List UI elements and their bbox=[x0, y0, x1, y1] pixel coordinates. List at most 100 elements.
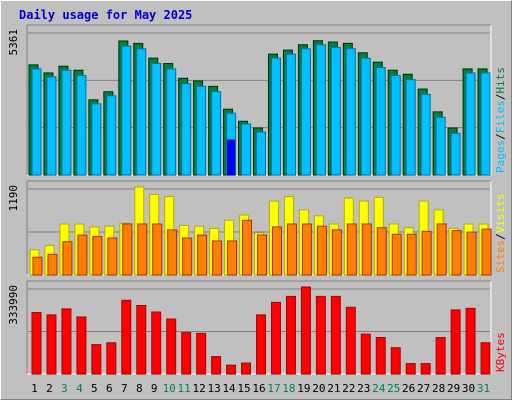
bar-sites-day-13 bbox=[212, 240, 223, 276]
x-axis-label-day-20: 20 bbox=[312, 382, 325, 395]
bar-files-day-18 bbox=[285, 53, 296, 176]
panel-pages-files-hits-max-label: 5361 bbox=[7, 29, 20, 56]
bar-files-day-29 bbox=[450, 132, 461, 176]
bar-files-day-19 bbox=[300, 48, 311, 176]
bar-kbytes-day-31 bbox=[480, 342, 491, 375]
bar-files-day-23 bbox=[360, 57, 371, 176]
bar-sites-day-30 bbox=[466, 231, 477, 276]
x-axis-label-day-17: 17 bbox=[267, 382, 280, 395]
bar-sites-day-23 bbox=[361, 223, 372, 276]
bar-sites-day-26 bbox=[406, 233, 417, 276]
x-axis-label-day-12: 12 bbox=[193, 382, 206, 395]
bar-sites-day-28 bbox=[436, 223, 447, 276]
bar-kbytes-day-25 bbox=[390, 347, 401, 375]
x-axis-label-day-3: 3 bbox=[61, 382, 68, 395]
bar-kbytes-day-28 bbox=[435, 337, 446, 375]
bar-files-day-27 bbox=[420, 93, 431, 176]
x-axis-label-day-4: 4 bbox=[76, 382, 83, 395]
bar-sites-day-22 bbox=[346, 223, 357, 276]
x-axis-label-day-24: 24 bbox=[372, 382, 386, 395]
bar-kbytes-day-1 bbox=[31, 312, 42, 375]
bar-kbytes-day-13 bbox=[211, 356, 222, 375]
bar-kbytes-day-19 bbox=[300, 286, 311, 375]
x-axis-label-day-10: 10 bbox=[163, 382, 176, 395]
bar-sites-day-9 bbox=[152, 223, 163, 276]
legend-kbytes: KBytes bbox=[494, 332, 507, 372]
bar-sites-day-3 bbox=[62, 241, 73, 276]
bar-kbytes-day-23 bbox=[360, 333, 371, 375]
bar-kbytes-day-3 bbox=[61, 308, 72, 375]
x-axis-label-day-21: 21 bbox=[327, 382, 340, 395]
bar-sites-day-29 bbox=[451, 230, 462, 276]
legend-separator: / bbox=[494, 133, 507, 140]
bar-kbytes-day-29 bbox=[450, 309, 461, 375]
x-axis-label-day-16: 16 bbox=[252, 382, 265, 395]
x-axis-label-day-27: 27 bbox=[417, 382, 430, 395]
bar-files-day-2 bbox=[46, 76, 57, 176]
x-axis-label-day-15: 15 bbox=[237, 382, 250, 395]
bar-kbytes-day-2 bbox=[46, 314, 57, 375]
bar-files-day-12 bbox=[196, 85, 207, 176]
x-axis-label-day-31: 31 bbox=[477, 382, 490, 395]
bar-kbytes-day-26 bbox=[405, 363, 416, 375]
bar-sites-day-20 bbox=[316, 225, 327, 276]
bar-kbytes-day-10 bbox=[166, 318, 177, 375]
bar-kbytes-day-12 bbox=[196, 332, 207, 375]
bar-sites-day-27 bbox=[421, 230, 432, 276]
bar-sites-day-16 bbox=[257, 234, 268, 276]
x-axis-label-day-1: 1 bbox=[31, 382, 38, 395]
x-axis-label-day-30: 30 bbox=[462, 382, 475, 395]
bar-files-day-10 bbox=[166, 68, 177, 176]
panel-kbytes-max-label: 333990 bbox=[7, 285, 20, 325]
bar-sites-day-2 bbox=[47, 253, 58, 276]
bar-sites-day-19 bbox=[301, 223, 312, 276]
bar-sites-day-8 bbox=[137, 223, 148, 276]
bar-sites-day-24 bbox=[376, 227, 387, 276]
panel-sites-visits-legend: Sites/Visits bbox=[494, 194, 507, 274]
bar-files-day-28 bbox=[435, 116, 446, 176]
bar-kbytes-day-9 bbox=[151, 311, 162, 375]
x-axis-label-day-23: 23 bbox=[357, 382, 370, 395]
bar-kbytes-day-4 bbox=[76, 316, 87, 375]
x-axis-label-day-11: 11 bbox=[178, 382, 191, 395]
bar-sites-day-18 bbox=[286, 223, 297, 276]
x-axis-label-day-28: 28 bbox=[432, 382, 445, 395]
legend-separator: / bbox=[494, 94, 507, 101]
bar-pages-day-14 bbox=[227, 139, 236, 176]
bar-files-day-1 bbox=[31, 68, 42, 176]
x-axis-label-day-13: 13 bbox=[207, 382, 220, 395]
x-axis-label-day-29: 29 bbox=[447, 382, 460, 395]
x-axis-label-day-19: 19 bbox=[297, 382, 310, 395]
x-axis-label-day-25: 25 bbox=[387, 382, 400, 395]
x-axis-label-day-26: 26 bbox=[402, 382, 415, 395]
bar-kbytes-day-18 bbox=[285, 295, 296, 375]
bar-kbytes-day-15 bbox=[241, 362, 252, 375]
bar-files-day-5 bbox=[91, 103, 102, 176]
bar-kbytes-day-7 bbox=[121, 299, 132, 375]
bar-files-day-3 bbox=[61, 69, 72, 176]
bar-sites-day-14 bbox=[227, 240, 238, 276]
bar-kbytes-day-22 bbox=[345, 306, 356, 375]
bar-sites-day-5 bbox=[92, 236, 103, 276]
x-axis-label-day-14: 14 bbox=[222, 382, 236, 395]
bar-sites-day-7 bbox=[122, 223, 133, 276]
bar-files-day-17 bbox=[270, 57, 281, 176]
bar-sites-day-6 bbox=[107, 237, 118, 276]
legend-visits: Visits bbox=[494, 194, 507, 234]
bar-sites-day-25 bbox=[391, 233, 402, 276]
legend-files: Files bbox=[494, 100, 507, 133]
legend-pages: Pages bbox=[494, 140, 507, 173]
x-axis-label-day-8: 8 bbox=[136, 382, 143, 395]
x-axis-label-day-22: 22 bbox=[342, 382, 355, 395]
bar-files-day-16 bbox=[256, 131, 267, 176]
bar-files-day-22 bbox=[345, 48, 356, 176]
bar-files-day-4 bbox=[76, 75, 87, 176]
panel-pages-files-hits-legend: Pages/Files/Hits bbox=[494, 67, 507, 173]
bar-sites-day-12 bbox=[197, 234, 208, 276]
bar-sites-day-17 bbox=[271, 226, 282, 276]
bar-files-day-8 bbox=[136, 48, 147, 176]
bar-kbytes-day-5 bbox=[91, 344, 102, 375]
bar-files-day-30 bbox=[465, 72, 476, 176]
bar-files-day-21 bbox=[330, 46, 341, 176]
